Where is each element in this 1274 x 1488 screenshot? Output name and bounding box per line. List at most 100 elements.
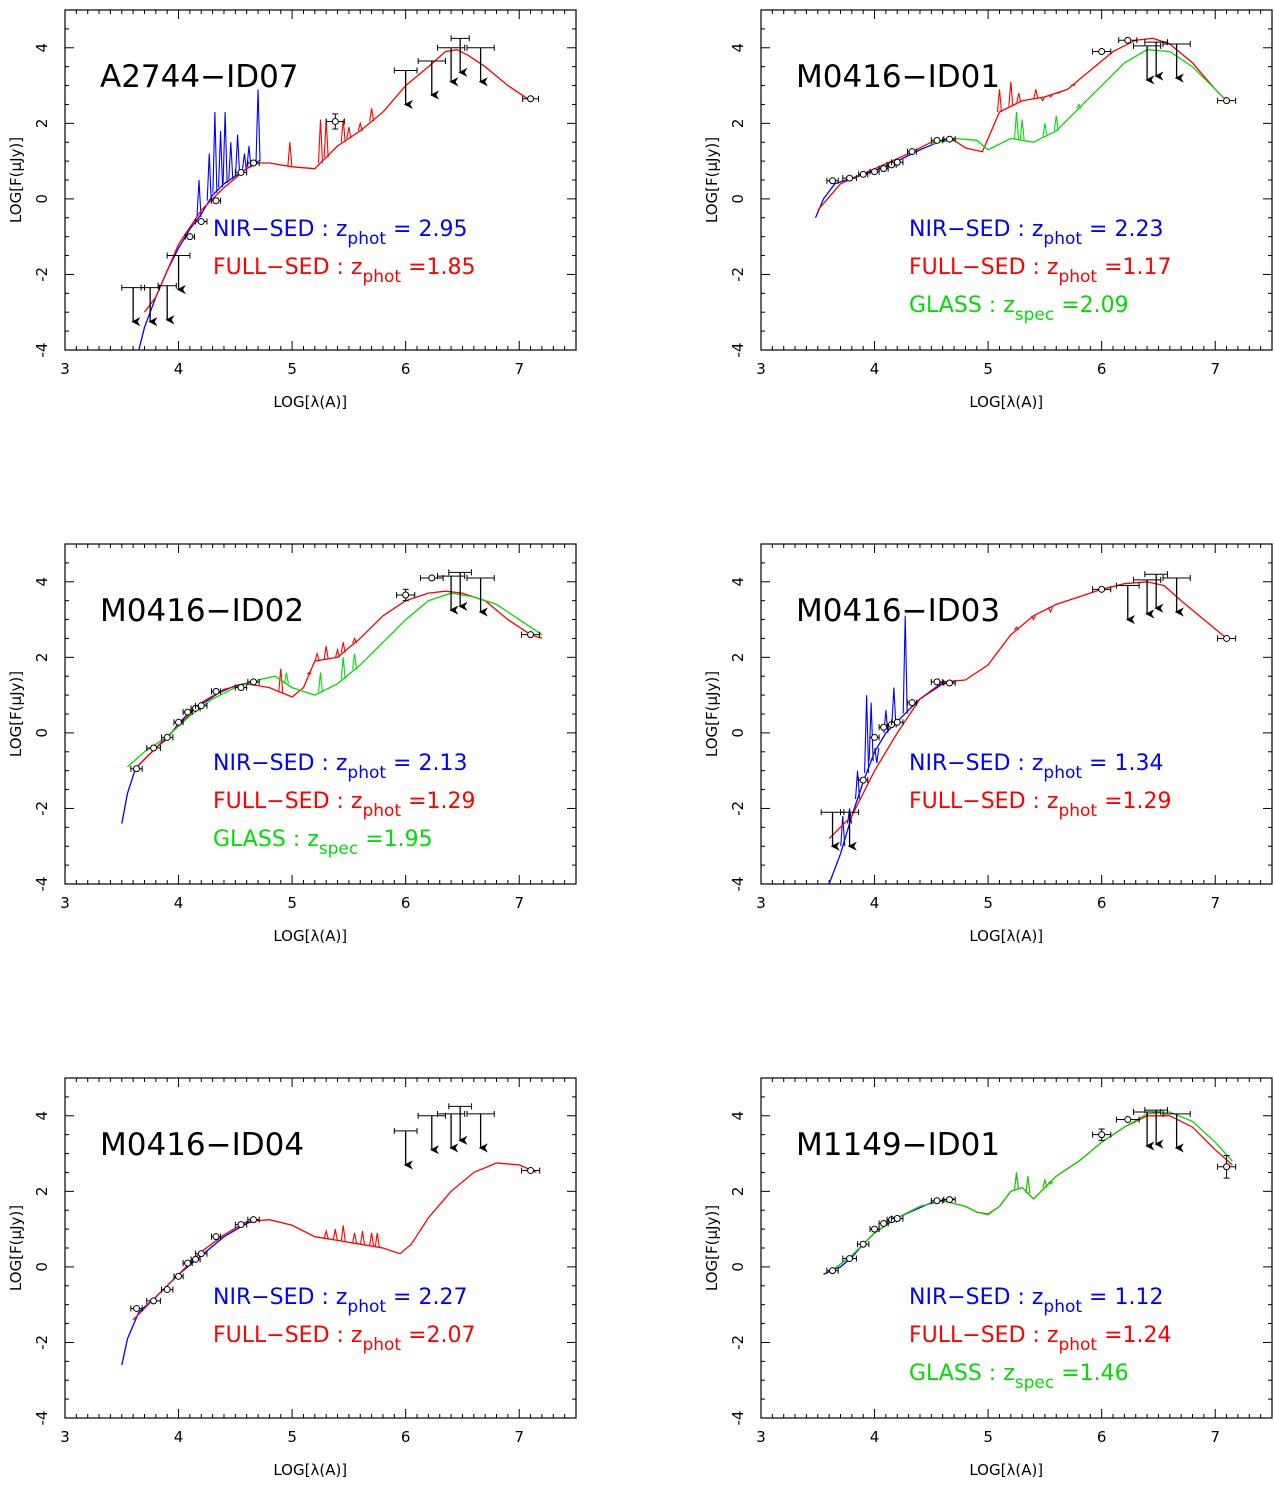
y-tick-label: -2	[33, 267, 51, 282]
full-emission-line	[369, 108, 375, 122]
y-tick-label: 0	[33, 194, 51, 204]
label-subscript: phot	[347, 1297, 386, 1317]
label-text: GLASS : z	[909, 1361, 1015, 1386]
y-tick-label: -2	[729, 801, 747, 816]
x-tick-label: 7	[514, 360, 524, 378]
glass-emission-line	[1025, 1176, 1031, 1194]
label-value: =2.09	[1054, 293, 1128, 318]
nir-emission-line	[218, 130, 224, 188]
label-subscript: phot	[347, 229, 386, 249]
y-tick-label: -4	[729, 877, 747, 892]
y-tick-label: 0	[33, 1262, 51, 1272]
photometry-point	[184, 1259, 192, 1267]
full-emission-line	[332, 1229, 338, 1241]
label-text: NIR−SED : z	[213, 217, 347, 242]
glass-redshift-label: GLASS : zspec =1.95	[213, 827, 433, 859]
full-emission-line	[374, 1232, 380, 1248]
glass-emission-line	[340, 657, 346, 680]
label-text: FULL−SED : z	[213, 789, 362, 814]
x-tick-label: 5	[287, 894, 297, 912]
sed-curves	[138, 49, 531, 350]
photometry-point	[197, 218, 205, 226]
glass-emission-line	[1019, 119, 1025, 141]
x-tick-label: 4	[870, 360, 880, 378]
photometry-point	[871, 733, 879, 741]
photometry-point	[1223, 634, 1231, 642]
full-emission-line	[1056, 91, 1061, 94]
full-emission-line	[340, 119, 346, 143]
nir-emission-line	[228, 142, 234, 180]
full-emission-line	[1008, 81, 1014, 107]
photometry-point	[908, 699, 916, 707]
nir-emission-line	[891, 687, 897, 725]
x-tick-label: 4	[870, 1428, 880, 1446]
full-sed-line	[132, 1162, 537, 1321]
photometry-point	[871, 168, 879, 176]
photometry-point	[908, 148, 916, 156]
x-tick-label: 7	[1210, 360, 1220, 378]
full-redshift-label: FULL−SED : zphot =1.17	[909, 255, 1172, 287]
panel-title: A2744−ID07	[100, 59, 299, 95]
label-subscript: phot	[362, 1335, 401, 1355]
photometry-point	[250, 1216, 258, 1224]
photometry-point	[933, 136, 941, 144]
photometry-point	[893, 718, 901, 726]
full-emission-line	[1040, 96, 1046, 102]
glass-sed-line	[931, 49, 1228, 151]
full-redshift-label: FULL−SED : zphot =1.29	[909, 789, 1172, 821]
photometry-point	[175, 1272, 183, 1280]
sed-panel: 3 4 5 6 7 -4 -2 0 2 4 LOG[λ(A)] LOG[F(μJy)] M0416−ID…	[703, 9, 1273, 411]
full-emission-line	[1014, 626, 1019, 631]
y-axis-label: LOG[F(μJy)]	[703, 671, 721, 757]
sed-panel: 3 4 5 6 7 -4 -2 0 2 4 LOG[λ(A)] LOG[F(μJy)] A2744−ID…	[7, 9, 577, 411]
label-text: GLASS : z	[213, 827, 319, 852]
x-tick-label: 7	[1210, 1428, 1220, 1446]
nir-redshift-label: NIR−SED : zphot = 1.12	[909, 1285, 1163, 1317]
nir-emission-line	[235, 134, 241, 175]
glass-sed-line	[828, 1111, 1233, 1274]
y-tick-label: 4	[33, 577, 51, 587]
y-tick-label: 4	[729, 1111, 747, 1121]
x-tick-label: 3	[60, 1428, 70, 1446]
photometry-point	[893, 158, 901, 166]
nir-sed-line	[828, 681, 955, 884]
y-tick-label: 2	[729, 119, 747, 129]
full-emission-line	[335, 647, 341, 658]
photometry-point	[163, 733, 171, 741]
full-emission-line	[996, 89, 1003, 113]
y-tick-label: 4	[729, 43, 747, 53]
nir-emission-line	[255, 89, 261, 162]
label-text: FULL−SED : z	[909, 1323, 1058, 1348]
panel-title: M0416−ID01	[796, 59, 1000, 95]
photometry-point	[1124, 1116, 1132, 1124]
full-emission-line	[287, 142, 293, 167]
glass-redshift-label: GLASS : zspec =1.46	[909, 1361, 1129, 1393]
full-emission-line	[323, 1228, 329, 1239]
full-redshift-label: FULL−SED : zphot =1.24	[909, 1323, 1172, 1355]
photometry-point	[331, 117, 339, 125]
label-text: FULL−SED : z	[909, 255, 1058, 280]
full-emission-line	[1031, 615, 1037, 621]
photometry-point	[212, 197, 220, 205]
y-tick-label: 4	[33, 1111, 51, 1121]
label-subscript: phot	[1043, 763, 1082, 783]
x-tick-label: 3	[60, 894, 70, 912]
x-tick-label: 6	[1097, 894, 1107, 912]
label-subscript: phot	[1058, 267, 1097, 287]
photometry-point	[175, 718, 183, 726]
y-tick-label: 4	[33, 43, 51, 53]
photometry-point	[946, 679, 954, 687]
nir-redshift-label: NIR−SED : zphot = 1.34	[909, 751, 1163, 783]
y-tick-label: 0	[729, 1262, 747, 1272]
photometry-point	[880, 165, 888, 173]
full-emission-line	[1071, 84, 1076, 87]
glass-emission-line	[317, 672, 324, 693]
y-tick-label: -4	[729, 1411, 747, 1426]
photometry-point	[871, 1225, 879, 1233]
label-text: NIR−SED : z	[213, 1285, 347, 1310]
x-tick-label: 5	[287, 360, 297, 378]
y-tick-label: -2	[729, 267, 747, 282]
nir-emission-line	[847, 808, 853, 824]
y-tick-label: 0	[729, 194, 747, 204]
x-tick-label: 3	[60, 360, 70, 378]
